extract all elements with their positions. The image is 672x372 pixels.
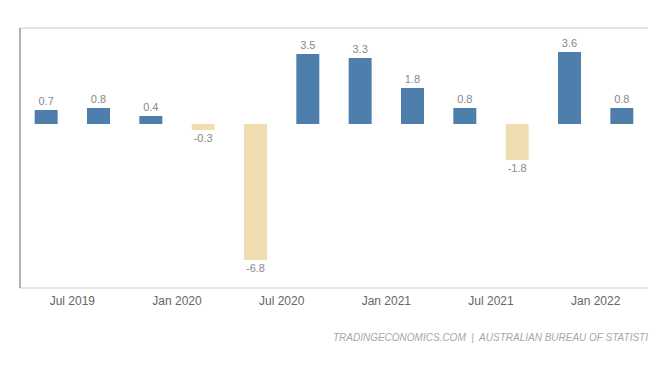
svg-text:-6.8: -6.8	[246, 262, 265, 274]
svg-text:0.8: 0.8	[91, 93, 106, 105]
svg-text:-0.3: -0.3	[194, 132, 213, 144]
svg-text:Jul 2019: Jul 2019	[50, 294, 96, 308]
svg-text:Jan 2021: Jan 2021	[362, 294, 412, 308]
svg-text:3.5: 3.5	[300, 39, 315, 51]
html-text:TRADINGECONOMICS.COM | AUSTRAL: TRADINGECONOMICS.COM | AUSTRALIAN BUREAU…	[333, 332, 648, 343]
svg-text:Jan 2020: Jan 2020	[152, 294, 202, 308]
svg-text:0.4: 0.4	[143, 101, 158, 113]
svg-text:-1.8: -1.8	[508, 162, 527, 174]
svg-text:Jul 2020: Jul 2020	[259, 294, 305, 308]
svg-text:3.3: 3.3	[353, 43, 368, 55]
svg-text:Jul 2021: Jul 2021	[468, 294, 514, 308]
svg-text:0.8: 0.8	[457, 93, 472, 105]
svg-text:Jan 2022: Jan 2022	[571, 294, 621, 308]
svg-text:3.6: 3.6	[562, 37, 577, 49]
svg-text:0.7: 0.7	[39, 95, 54, 107]
svg-text:0.8: 0.8	[614, 93, 629, 105]
svg-text:1.8: 1.8	[405, 73, 420, 85]
